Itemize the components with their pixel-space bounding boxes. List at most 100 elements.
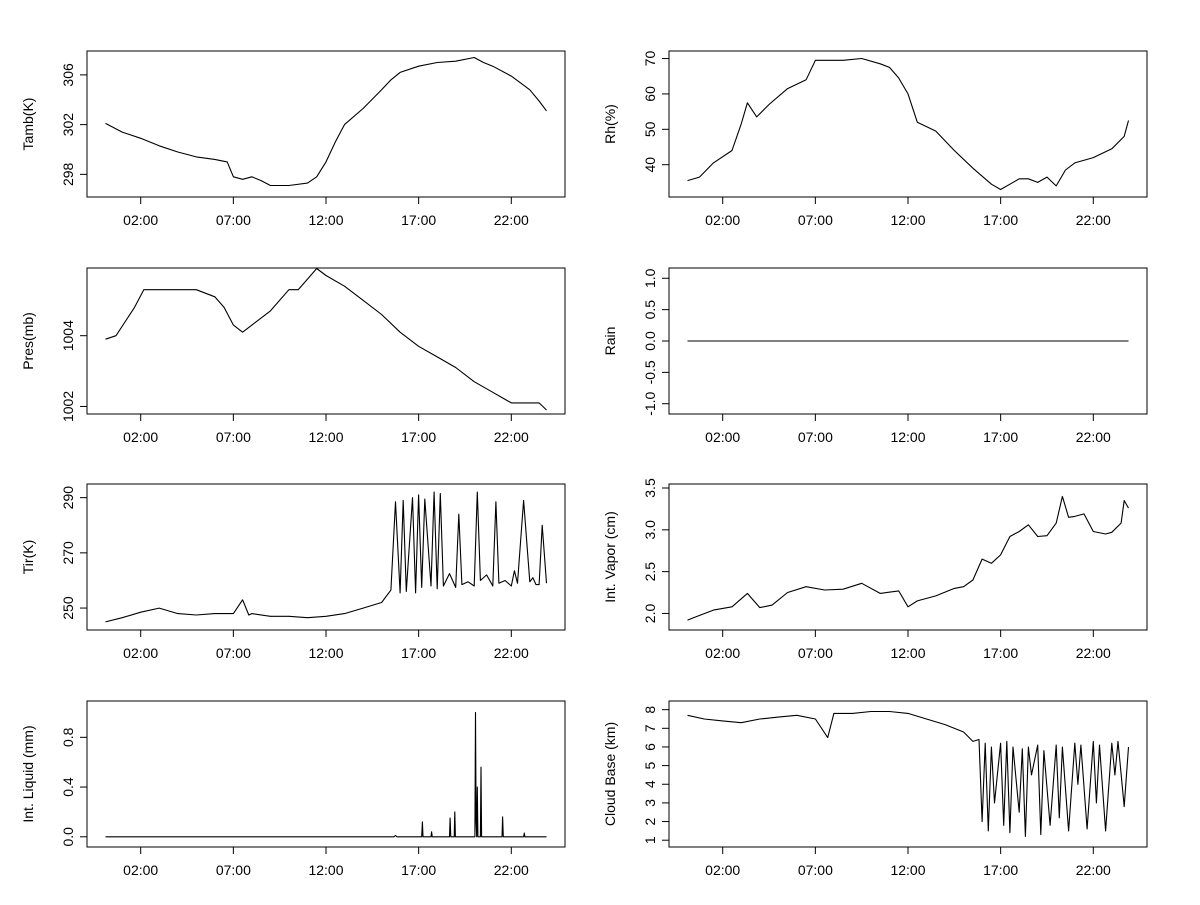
- x-tick-label: 22:00: [1076, 429, 1111, 445]
- y-tick-label: 0.4: [60, 777, 76, 797]
- y-tick-label: 2: [642, 817, 658, 825]
- series-line: [687, 710, 1130, 838]
- y-axis-label: Pres(mb): [20, 312, 36, 370]
- x-tick-label: 02:00: [705, 645, 740, 661]
- x-tick-label: 22:00: [494, 429, 529, 445]
- y-tick-label: -1.0: [642, 391, 658, 415]
- y-tick-label: 1002: [60, 391, 76, 422]
- y-tick-label: 270: [60, 541, 76, 565]
- y-axis-label: Tamb(K): [20, 98, 36, 151]
- y-tick-label: 2.5: [642, 562, 658, 582]
- x-tick-label: 22:00: [1076, 212, 1111, 228]
- x-tick-label: 22:00: [494, 862, 529, 878]
- y-tick-label: 60: [642, 86, 658, 102]
- x-tick-label: 07:00: [216, 862, 251, 878]
- x-tick-label: 07:00: [216, 645, 251, 661]
- y-tick-label: 4: [642, 780, 658, 788]
- y-tick-label: 3.5: [642, 478, 658, 498]
- x-tick-label: 07:00: [798, 212, 833, 228]
- y-tick-label: 2.0: [642, 604, 658, 624]
- x-tick-label: 12:00: [890, 862, 925, 878]
- plot-frame: [86, 700, 566, 848]
- plot-frame: [86, 50, 566, 198]
- x-tick-label: 17:00: [401, 429, 436, 445]
- y-tick-label: 1004: [60, 320, 76, 351]
- x-tick-label: 02:00: [705, 429, 740, 445]
- plot-panel-3: 02:00 07:00 12:00 17:00 22:00 1002 1004 Pres(mb…: [20, 267, 566, 445]
- x-tick-label: 07:00: [798, 645, 833, 661]
- y-tick-label: 3: [642, 799, 658, 807]
- y-tick-label: 50: [642, 121, 658, 137]
- x-tick-label: 17:00: [401, 862, 436, 878]
- plot-panel-6: 02:00 07:00 12:00 17:00 22:00 2.0 2.5 3.0 3.5 Int…: [602, 478, 1148, 661]
- y-tick-label: 290: [60, 486, 76, 510]
- plot-panel-5: 02:00 07:00 12:00 17:00 22:00 250 270 290 Tir(K): [20, 483, 566, 661]
- plot-panel-1: 02:00 07:00 12:00 17:00 22:00 298 302 306 Tamb(K…: [20, 50, 566, 228]
- y-tick-label: 0.0: [60, 827, 76, 847]
- x-tick-label: 02:00: [123, 862, 158, 878]
- x-tick-label: 22:00: [1076, 645, 1111, 661]
- x-tick-label: 02:00: [123, 212, 158, 228]
- x-tick-label: 12:00: [890, 645, 925, 661]
- x-tick-label: 02:00: [705, 862, 740, 878]
- x-tick-label: 02:00: [705, 212, 740, 228]
- y-tick-label: 40: [642, 157, 658, 173]
- x-tick-label: 07:00: [798, 429, 833, 445]
- x-tick-label: 12:00: [308, 212, 343, 228]
- x-tick-label: 07:00: [216, 429, 251, 445]
- y-tick-label: 5: [642, 762, 658, 770]
- y-tick-label: 302: [60, 113, 76, 137]
- x-tick-label: 17:00: [983, 862, 1018, 878]
- y-tick-label: 6: [642, 743, 658, 751]
- y-axis-label: Int. Liquid (mm): [20, 725, 36, 822]
- x-tick-label: 17:00: [983, 212, 1018, 228]
- x-tick-label: 12:00: [308, 429, 343, 445]
- series-line: [687, 57, 1130, 191]
- x-tick-label: 17:00: [983, 429, 1018, 445]
- x-tick-label: 22:00: [1076, 862, 1111, 878]
- y-tick-label: 1.0: [642, 268, 658, 288]
- y-tick-label: 7: [642, 724, 658, 732]
- y-tick-label: 0.8: [60, 727, 76, 747]
- x-tick-label: 12:00: [890, 212, 925, 228]
- x-tick-label: 02:00: [123, 645, 158, 661]
- series-line: [687, 495, 1129, 621]
- y-tick-label: 8: [642, 706, 658, 714]
- x-tick-label: 12:00: [890, 429, 925, 445]
- y-tick-label: 1: [642, 836, 658, 844]
- x-tick-label: 12:00: [308, 862, 343, 878]
- y-tick-label: 250: [60, 596, 76, 620]
- y-axis-label: Tir(K): [20, 540, 36, 574]
- y-tick-label: 306: [60, 63, 76, 87]
- x-tick-label: 12:00: [308, 645, 343, 661]
- x-tick-label: 07:00: [216, 212, 251, 228]
- x-tick-label: 22:00: [494, 212, 529, 228]
- y-tick-label: 3.0: [642, 520, 658, 540]
- y-tick-label: 0.5: [642, 300, 658, 320]
- plot-panel-4: 02:00 07:00 12:00 17:00 22:00 -1.0 -0.5 0.0 0.5 1…: [602, 267, 1148, 445]
- y-axis-label: Rain: [602, 327, 618, 356]
- series-line: [105, 491, 548, 623]
- x-tick-label: 02:00: [123, 429, 158, 445]
- y-tick-label: 70: [642, 51, 658, 67]
- x-tick-label: 17:00: [401, 212, 436, 228]
- series-line: [105, 56, 547, 187]
- y-tick-label: 0.0: [642, 331, 658, 351]
- x-tick-label: 22:00: [494, 645, 529, 661]
- y-axis-label: Int. Vapor (cm): [602, 511, 618, 603]
- y-axis-label: Cloud Base (km): [602, 722, 618, 826]
- plot-panel-8: 02:00 07:00 12:00 17:00 22:00 1 2 3 4 5 6 7 8 Cloud B…: [602, 700, 1148, 878]
- y-tick-label: -0.5: [642, 360, 658, 384]
- x-tick-label: 07:00: [798, 862, 833, 878]
- y-tick-label: 298: [60, 162, 76, 186]
- plot-panel-2: 02:00 07:00 12:00 17:00 22:00 40 50 60 70 Rh(%): [602, 50, 1148, 228]
- series-line: [105, 711, 547, 838]
- y-axis-label: Rh(%): [602, 104, 618, 144]
- x-tick-label: 17:00: [401, 645, 436, 661]
- plot-panel-7: 02:00 07:00 12:00 17:00 22:00 0.0 0.4 0.8 Int. L…: [20, 700, 566, 878]
- plot-frame: [668, 483, 1148, 631]
- series-line: [105, 267, 547, 411]
- x-tick-label: 17:00: [983, 645, 1018, 661]
